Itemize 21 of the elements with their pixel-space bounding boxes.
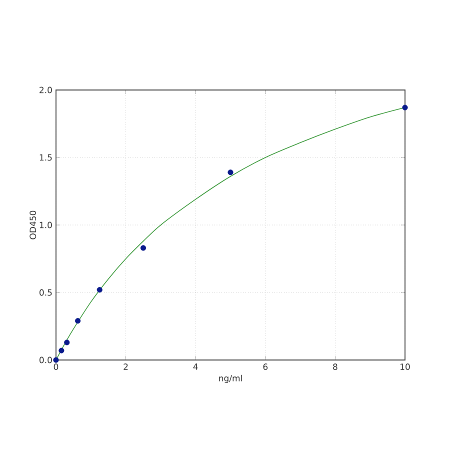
y-tick-label: 1.5 (40, 154, 52, 161)
y-tick-label: 1.0 (40, 222, 52, 228)
point (53, 357, 59, 363)
x-tick-label: 0 (54, 364, 58, 370)
y-tick-label: 0.0 (40, 356, 52, 364)
point (402, 104, 408, 110)
x-axis-title: ng/ml (219, 374, 242, 384)
x-tick-label: 6 (263, 364, 268, 370)
point (75, 318, 81, 324)
point (64, 340, 70, 346)
x-tick-label: 4 (193, 364, 198, 370)
point (58, 348, 64, 354)
x-tick-label: 8 (333, 364, 338, 370)
x-tick-label: 2 (124, 364, 128, 370)
y-axis-title: OD450 (30, 210, 36, 240)
point (140, 245, 146, 251)
y-tick-label: 0.5 (40, 289, 52, 296)
point (96, 287, 102, 293)
point (228, 170, 234, 176)
y-tick-label: 2.0 (40, 86, 52, 94)
x-tick-label: 10 (400, 364, 410, 370)
